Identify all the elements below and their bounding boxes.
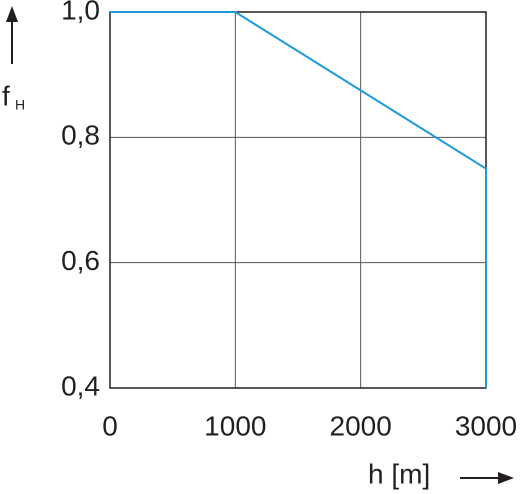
- x-arrow: [460, 472, 514, 484]
- x-tick-label: 2000: [330, 410, 392, 441]
- y-tick-label: 0,8: [61, 120, 100, 151]
- x-tick-label: 0: [102, 410, 118, 441]
- y-axis-label: f: [2, 80, 10, 111]
- line-series: [110, 11, 487, 388]
- y-tick-label: 1,0: [61, 0, 100, 25]
- x-tick-label: 1000: [204, 410, 266, 441]
- y-tick-label: 0,4: [61, 370, 100, 401]
- y-axis-label-subscript: H: [15, 97, 25, 113]
- x-tick-label: 3000: [455, 410, 517, 441]
- x-axis-label: h [m]: [368, 458, 430, 489]
- y-arrow: [6, 6, 18, 64]
- plot-frame: [109, 11, 487, 389]
- y-tick-label: 0,6: [61, 245, 100, 276]
